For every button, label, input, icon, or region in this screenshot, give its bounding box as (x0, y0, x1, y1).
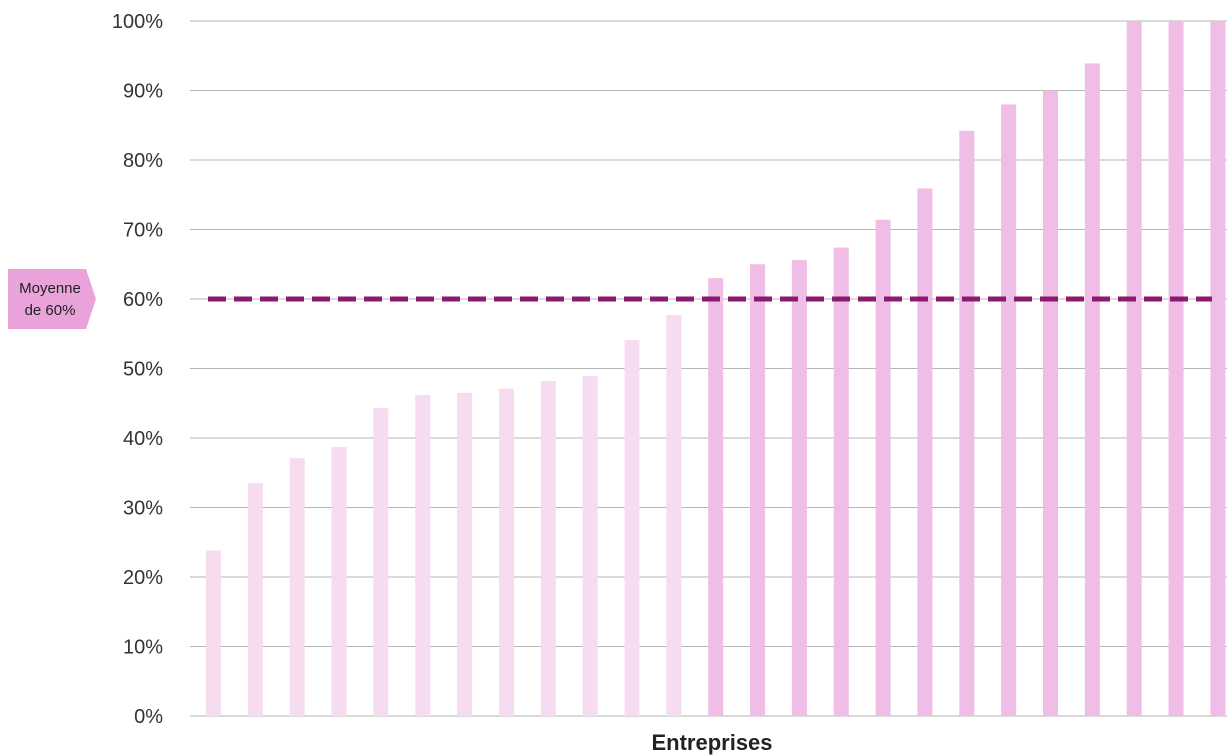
bar (1084, 63, 1100, 716)
y-tick-label: 70% (123, 220, 163, 242)
bar (206, 550, 221, 716)
bar (289, 458, 305, 716)
y-tick-label: 20% (123, 567, 163, 589)
y-tick-label: 50% (123, 359, 163, 381)
bar (791, 260, 807, 716)
average-label-line1: Moyenne (19, 280, 81, 297)
x-axis-label: Entreprises (651, 730, 772, 755)
bar (415, 394, 431, 716)
bar (875, 219, 891, 716)
bar (498, 388, 514, 716)
y-axis-ticks: 0% 10% 20% 30% 40% 50% 60% 70% 80% 90% 100% (112, 11, 163, 728)
average-label-box (8, 269, 96, 329)
bar (1126, 21, 1142, 716)
bar (1168, 21, 1184, 716)
bar (247, 483, 263, 716)
average-label-line2: de 60% (25, 302, 76, 319)
average-label: Moyenne de 60% (8, 269, 96, 329)
y-tick-label: 10% (123, 637, 163, 659)
y-tick-label: 80% (123, 150, 163, 172)
bar (331, 447, 347, 716)
y-tick-label: 40% (123, 428, 163, 450)
y-tick-label: 90% (123, 81, 163, 103)
bar (624, 340, 640, 716)
y-tick-label: 60% (123, 289, 163, 311)
bars (206, 21, 1226, 716)
bar (457, 392, 473, 716)
bar (582, 376, 598, 716)
y-tick-label: 100% (112, 11, 163, 33)
bar (917, 188, 933, 716)
bar (373, 408, 389, 716)
y-tick-label: 30% (123, 498, 163, 520)
bar (666, 314, 682, 716)
bar (750, 264, 766, 716)
bar (959, 130, 975, 716)
bar (1001, 104, 1017, 716)
bar (1210, 21, 1226, 716)
bar (540, 381, 556, 716)
bar (708, 278, 724, 716)
y-tick-label: 0% (134, 706, 163, 728)
bar (1043, 90, 1058, 716)
bar (833, 247, 849, 716)
